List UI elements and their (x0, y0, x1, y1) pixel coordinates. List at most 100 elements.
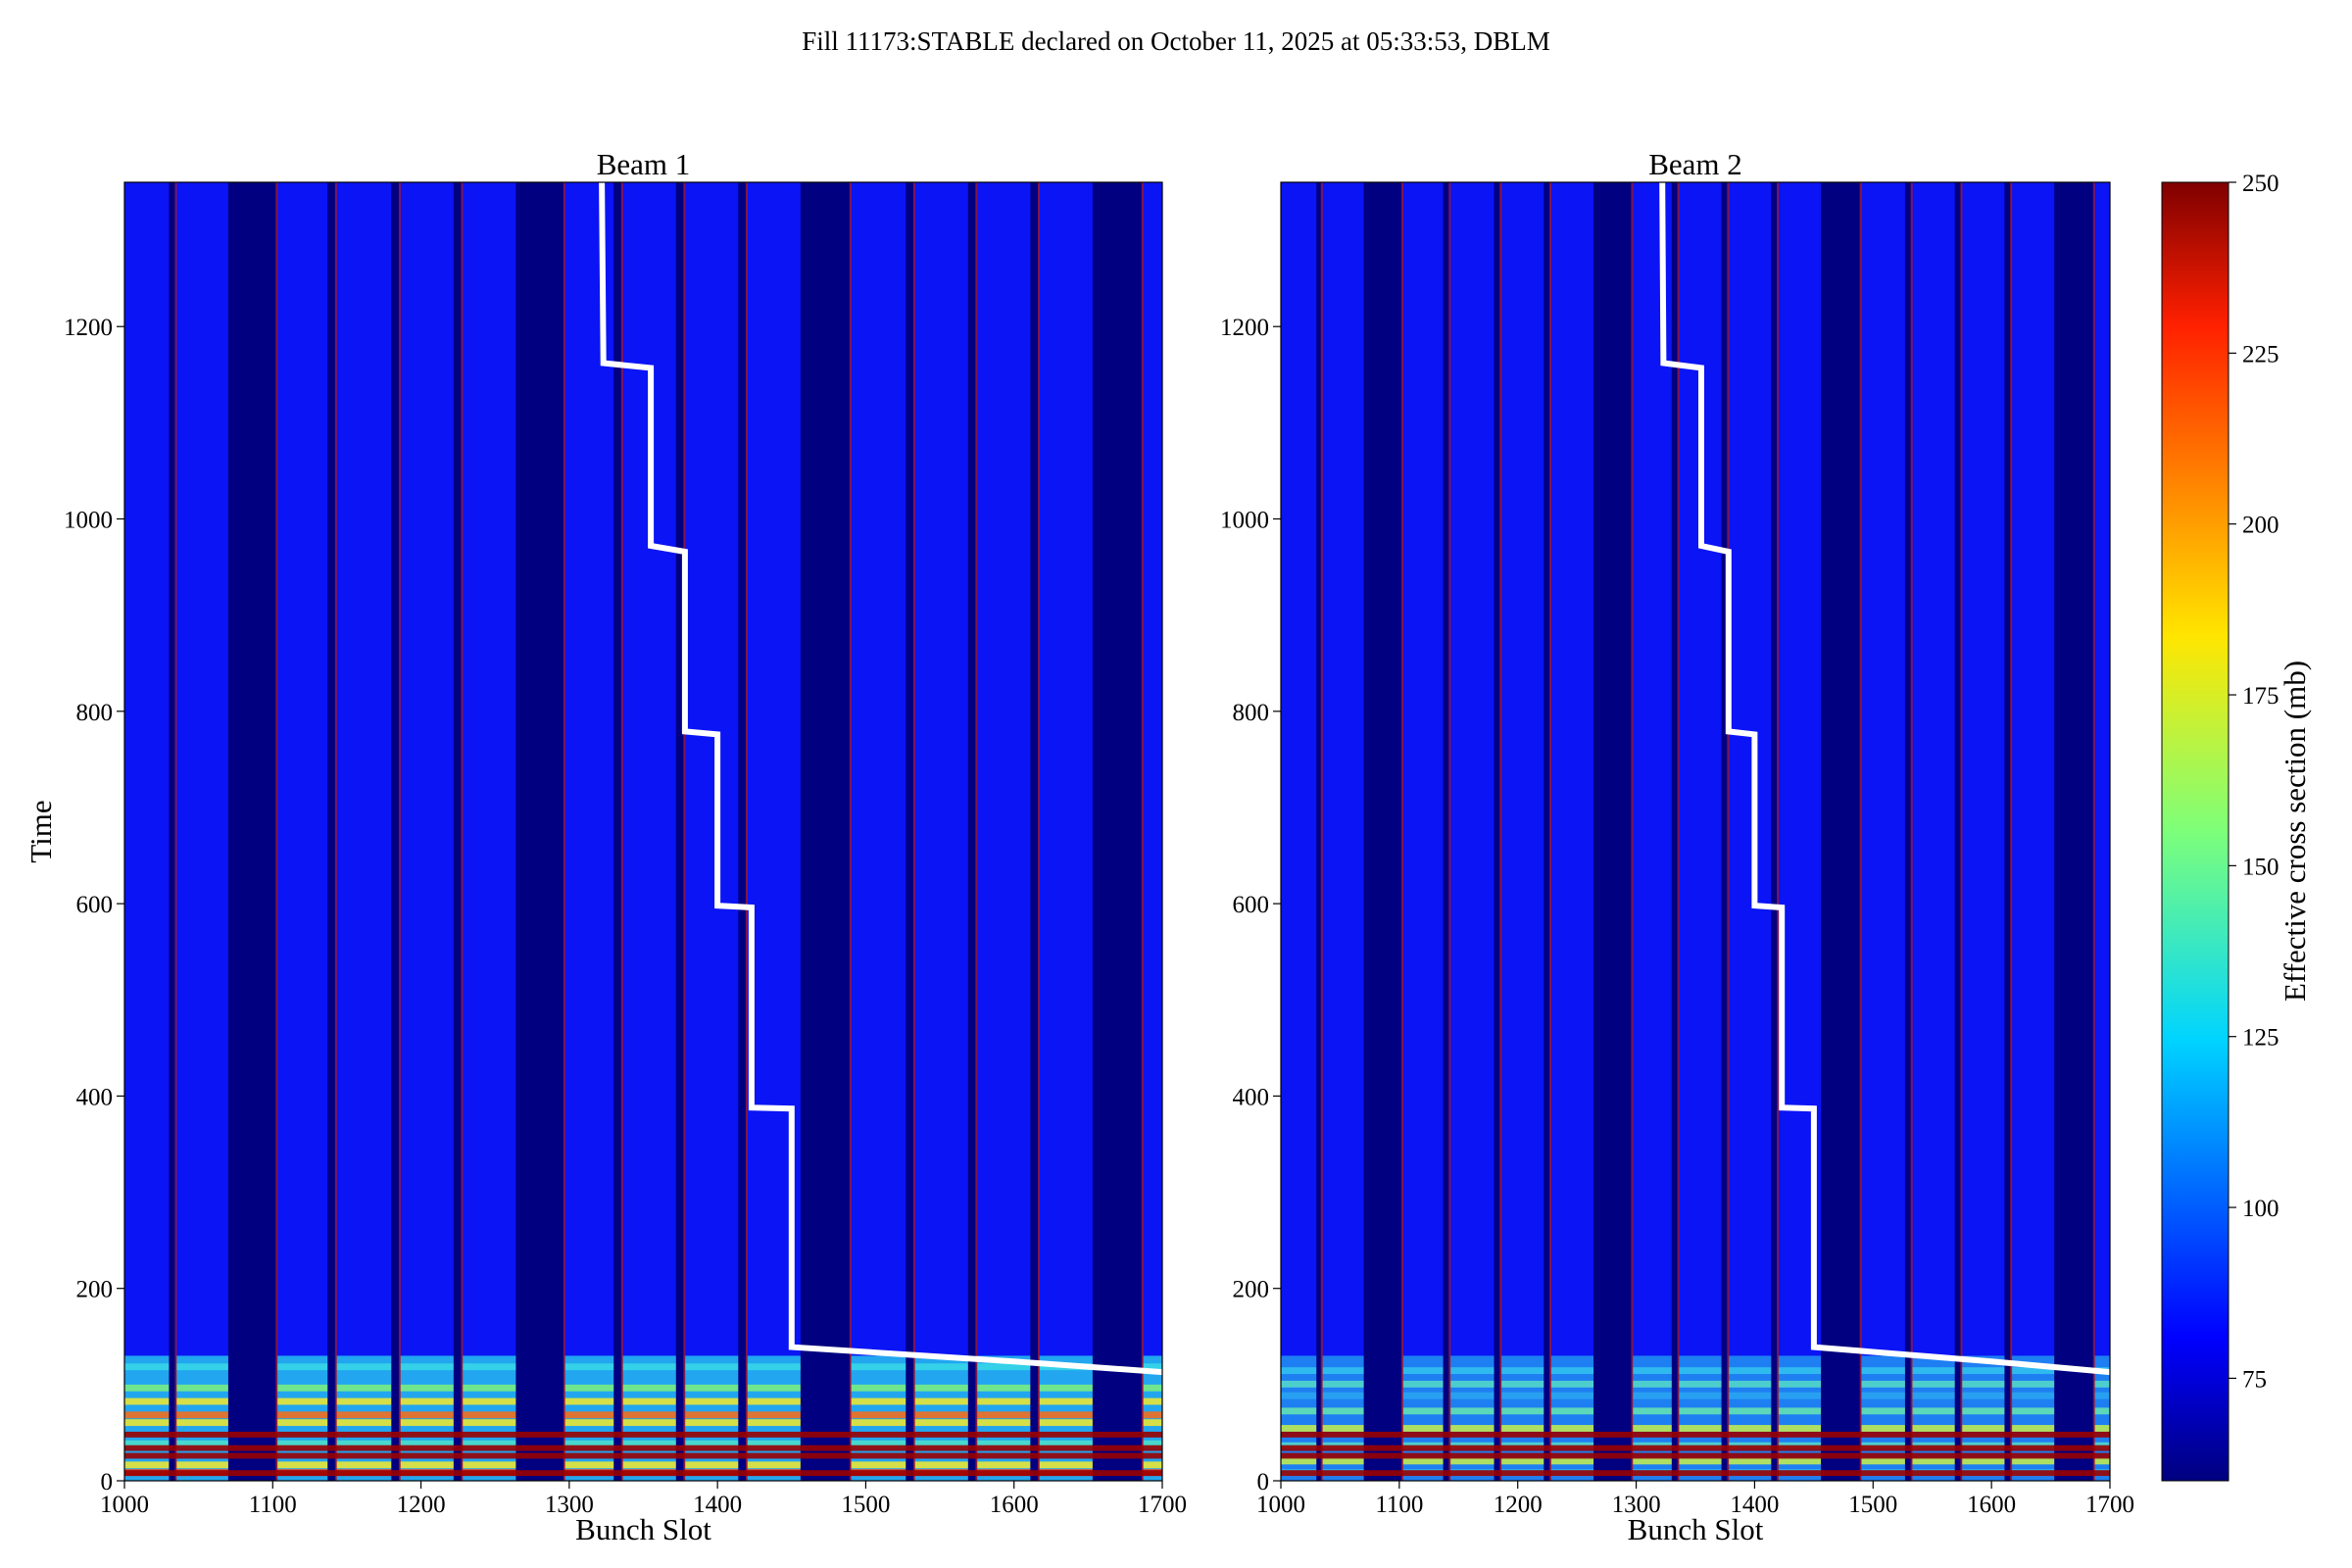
empty-slot-gap (227, 182, 277, 1481)
empty-slot-gap (800, 182, 852, 1481)
colorbar-gradient (2161, 181, 2230, 1482)
y-tick-label: 600 (1233, 892, 1270, 918)
empty-slot-gap (2054, 182, 2095, 1481)
early-red-stripe (124, 1470, 1162, 1477)
x-tick-label: 1500 (1848, 1492, 1897, 1518)
x-tick-label: 1200 (397, 1492, 446, 1518)
early-red-stripe (1281, 1470, 2110, 1477)
early-time-band (1281, 1355, 2110, 1481)
empty-slot-gap (453, 182, 463, 1481)
beam-2-heatmap: 1000 1100 1200 1300 1400 1500 1600 1700 0 200 400 6… (1220, 147, 2134, 1546)
empty-slot-gap (2004, 182, 2012, 1481)
x-axis-label: Bunch Slot (575, 1512, 711, 1546)
empty-slot-gap (613, 182, 623, 1481)
y-tick-label: 200 (1233, 1277, 1270, 1303)
colorbar-tick-label: 225 (2242, 341, 2279, 368)
empty-slot-gap (1363, 182, 1403, 1481)
slot-edge-line (461, 182, 464, 1481)
empty-slot-gap (1671, 182, 1680, 1481)
slot-edge-line (849, 182, 852, 1481)
slot-edge-line (334, 182, 337, 1481)
empty-slot-gap (391, 182, 401, 1481)
slot-edge-line (174, 182, 177, 1481)
colorbar-tick-label: 175 (2242, 683, 2279, 710)
empty-slot-gap (1030, 182, 1040, 1481)
heatmap-field (1281, 182, 2110, 1481)
slot-edge-line (1499, 182, 1502, 1481)
x-tick-label: 1300 (1612, 1492, 1661, 1518)
x-tick-label: 1600 (990, 1492, 1039, 1518)
slot-edge-line (1141, 182, 1144, 1481)
plot-frame (1280, 181, 2111, 1482)
y-tick-label: 0 (1257, 1469, 1270, 1495)
colorbar-tick-label: 125 (2242, 1025, 2279, 1052)
empty-slot-gap (738, 182, 748, 1481)
slot-edge-line (975, 182, 978, 1481)
empty-slot-gap (1771, 182, 1779, 1481)
y-tick-label: 800 (1233, 700, 1270, 726)
colorbar-tick-label: 150 (2242, 854, 2279, 880)
beam-1-heatmap: 1000 1100 1200 1300 1400 1500 1600 1700 0 200 400 6… (24, 147, 1187, 1546)
slot-edge-line (620, 182, 623, 1481)
slot-edge-line (563, 182, 565, 1481)
x-tick-label: 1100 (249, 1492, 297, 1518)
y-axis-label: Time (24, 800, 58, 862)
x-axis-label: Bunch Slot (1628, 1512, 1764, 1546)
early-red-stripe (124, 1431, 1162, 1438)
slot-edge-line (683, 182, 686, 1481)
early-red-stripe (124, 1445, 1162, 1451)
figure-title: Fill 11173:STABLE declared on October 11… (802, 26, 1550, 56)
y-tick-label: 200 (76, 1277, 114, 1303)
x-tick-label: 1000 (1256, 1492, 1305, 1518)
slot-edge-line (2010, 182, 2013, 1481)
slot-edge-line (1320, 182, 1323, 1481)
slot-edge-line (1400, 182, 1403, 1481)
empty-slot-gap (906, 182, 915, 1481)
slot-edge-line (1727, 182, 1730, 1481)
y-tick-label: 1200 (1220, 315, 1269, 341)
x-tick-label: 1600 (1967, 1492, 2016, 1518)
empty-slot-gap (1954, 182, 1962, 1481)
y-tick-label: 600 (76, 892, 114, 918)
slot-edge-line (1549, 182, 1552, 1481)
white-step-line (1659, 181, 2111, 1376)
panel-title: Beam 1 (597, 147, 691, 181)
slot-edge-line (745, 182, 748, 1481)
empty-slot-gap (967, 182, 977, 1481)
y-tick-label: 800 (76, 700, 114, 726)
colorbar-tick-label: 100 (2242, 1196, 2279, 1222)
slot-edge-line (912, 182, 915, 1481)
heatmap-field (124, 182, 1162, 1481)
slot-edge-line (1037, 182, 1040, 1481)
early-red-stripe (124, 1452, 1162, 1459)
x-tick-label: 1700 (1138, 1492, 1187, 1518)
empty-slot-gap (169, 182, 176, 1481)
slot-edge-line (275, 182, 278, 1481)
early-red-stripe (1281, 1445, 2110, 1451)
empty-slot-gap (327, 182, 337, 1481)
empty-slot-gap (1544, 182, 1551, 1481)
empty-slot-gap (515, 182, 565, 1481)
white-step-line (599, 181, 1163, 1376)
slot-edge-line (1777, 182, 1780, 1481)
early-red-stripe (1281, 1431, 2110, 1438)
empty-slot-gap (1316, 182, 1323, 1481)
x-tick-label: 1300 (545, 1492, 594, 1518)
y-tick-label: 0 (101, 1469, 114, 1495)
empty-slot-gap (675, 182, 685, 1481)
empty-slot-gap (1721, 182, 1729, 1481)
x-tick-label: 1000 (100, 1492, 149, 1518)
slot-edge-line (1631, 182, 1634, 1481)
x-tick-label: 1500 (841, 1492, 890, 1518)
y-tick-label: 1000 (64, 508, 113, 534)
early-red-stripe (1281, 1452, 2110, 1459)
x-tick-label: 1200 (1494, 1492, 1543, 1518)
empty-slot-gap (1092, 182, 1144, 1481)
slot-edge-line (1910, 182, 1913, 1481)
colorbar: 75 100 125 150 175 200 225 250 Effective cross … (2161, 171, 2312, 1482)
slot-edge-line (1859, 182, 1862, 1481)
slot-edge-line (2092, 182, 2095, 1481)
y-tick-label: 400 (76, 1084, 114, 1110)
slot-edge-line (1960, 182, 1963, 1481)
y-tick-label: 400 (1233, 1084, 1270, 1110)
